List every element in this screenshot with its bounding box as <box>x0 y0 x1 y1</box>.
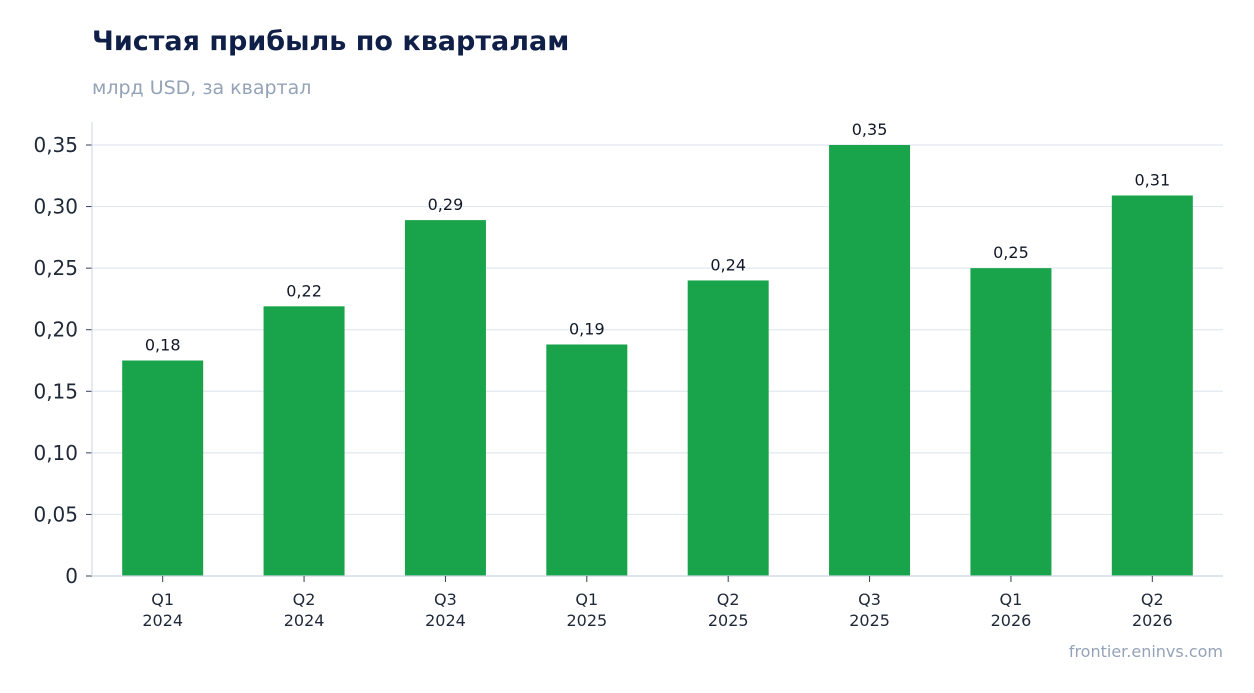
y-tick-label: 0,10 <box>33 441 78 465</box>
x-tick-label-quarter: Q2 <box>717 590 740 609</box>
data-label: 0,29 <box>428 195 464 214</box>
x-tick-label-year: 2025 <box>849 611 890 630</box>
x-tick-label-year: 2026 <box>991 611 1032 630</box>
bars <box>122 145 1193 577</box>
x-tick-label-year: 2026 <box>1132 611 1173 630</box>
bar <box>404 220 486 577</box>
bar <box>1111 195 1193 576</box>
x-tick-label-year: 2024 <box>142 611 183 630</box>
bar <box>263 306 345 576</box>
y-tick-label: 0,30 <box>33 195 78 219</box>
x-tick-label-year: 2025 <box>566 611 607 630</box>
y-tick-label: 0 <box>65 564 78 588</box>
labels: 0 0,05 0,10 0,15 0,20 0,25 0,30 0,35 0,18 Q1 2024 0… <box>33 120 1172 630</box>
x-tick-label-quarter: Q3 <box>434 590 457 609</box>
bar <box>829 145 911 576</box>
source-credit: frontier.eninvs.com <box>1068 642 1223 661</box>
x-tick-label-quarter: Q3 <box>858 590 881 609</box>
x-tick-label-year: 2024 <box>425 611 466 630</box>
data-label: 0,22 <box>286 281 322 300</box>
bar <box>122 360 204 576</box>
x-tick-label-quarter: Q2 <box>293 590 316 609</box>
y-tick-label: 0,25 <box>33 256 78 280</box>
x-tick-label-year: 2025 <box>708 611 749 630</box>
axes <box>86 122 1223 582</box>
data-label: 0,19 <box>569 319 605 338</box>
data-label: 0,25 <box>993 243 1029 262</box>
data-label: 0,24 <box>710 255 746 274</box>
data-label: 0,18 <box>145 336 181 355</box>
y-tick-label: 0,35 <box>33 133 78 157</box>
x-tick-label-quarter: Q1 <box>151 590 174 609</box>
gridlines <box>92 144 1223 516</box>
x-tick-label-year: 2024 <box>284 611 325 630</box>
bar <box>687 280 769 576</box>
data-label: 0,35 <box>852 120 888 139</box>
bar <box>970 268 1052 576</box>
x-tick-label-quarter: Q1 <box>1000 590 1023 609</box>
y-tick-label: 0,15 <box>33 379 78 403</box>
data-label: 0,31 <box>1135 170 1171 189</box>
x-tick-label-quarter: Q1 <box>575 590 598 609</box>
y-tick-label: 0,20 <box>33 318 78 342</box>
bar <box>546 344 628 576</box>
x-tick-label-quarter: Q2 <box>1141 590 1164 609</box>
chart-subtitle: млрд USD, за квартал <box>92 77 312 99</box>
chart-title: Чистая прибыль по кварталам <box>92 26 570 57</box>
y-tick-label: 0,05 <box>33 502 78 526</box>
